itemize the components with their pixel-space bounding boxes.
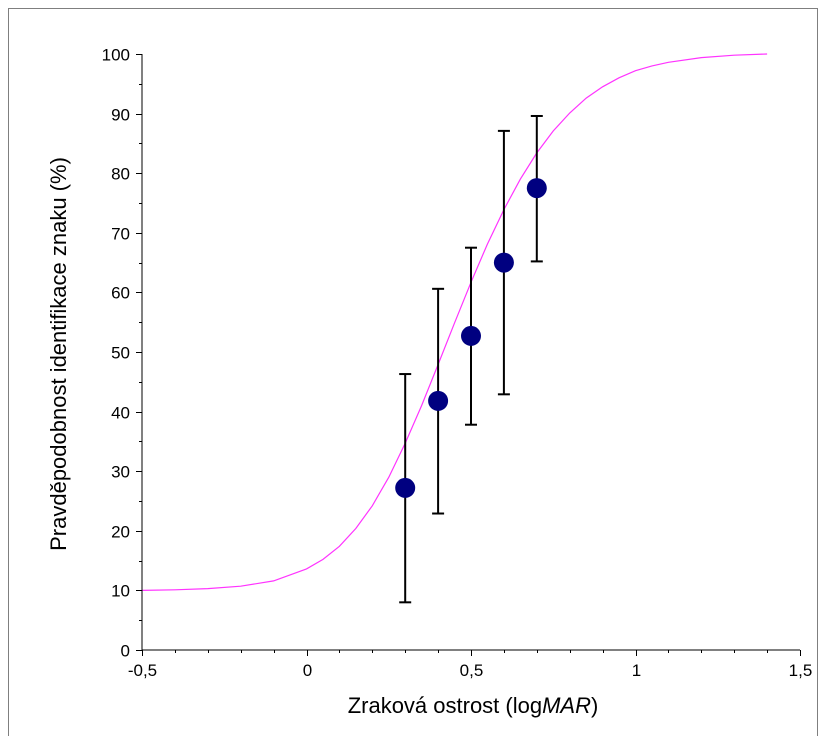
fitted-curve (141, 53, 768, 591)
y-axis-ticks: 0 10 20 30 40 50 60 70 80 90 100 (102, 46, 142, 661)
x-axis-title-italic: MAR (542, 693, 591, 718)
x-axis-title-main: Zraková ostrost (log (348, 693, 542, 718)
data-point (461, 325, 481, 346)
y-tick-label: 50 (111, 344, 130, 363)
y-tick-label: 80 (111, 165, 130, 184)
y-tick-label: 70 (111, 225, 130, 244)
y-tick-label: 20 (111, 523, 130, 542)
y-tick-label: 0 (121, 642, 130, 661)
data-point (526, 178, 547, 199)
x-tick-label: 0 (303, 661, 312, 680)
x-tick-label: 0,5 (460, 661, 484, 680)
fitted-curve-layer (141, 53, 768, 591)
y-tick-label: 90 (111, 106, 130, 125)
data-point (395, 477, 416, 498)
data-point-layer (395, 178, 547, 498)
data-point (428, 390, 449, 411)
y-tick-label: 10 (111, 582, 130, 601)
y-tick-label: 40 (111, 404, 130, 423)
x-axis-title-close: ) (591, 693, 598, 718)
x-axis-ticks: -0,5 0 0,5 1 1,5 (128, 650, 812, 680)
chart-frame: 0 10 20 30 40 50 60 70 80 90 100 -0,5 0 0,5 1 1,5 Prav… (8, 8, 818, 736)
y-tick-label: 100 (102, 46, 130, 65)
y-tick-label: 30 (111, 463, 130, 482)
x-axis-title: Zraková ostrost (logMAR) (348, 693, 599, 718)
error-bar-layer (399, 114, 543, 604)
x-tick-label: 1,5 (789, 661, 813, 680)
x-tick-label: -0,5 (128, 661, 157, 680)
y-axis-title: Pravděpodobnost identifikace znaku (%) (46, 157, 71, 551)
data-point (493, 252, 514, 273)
y-tick-label: 60 (111, 284, 130, 303)
x-tick-label: 1 (632, 661, 641, 680)
